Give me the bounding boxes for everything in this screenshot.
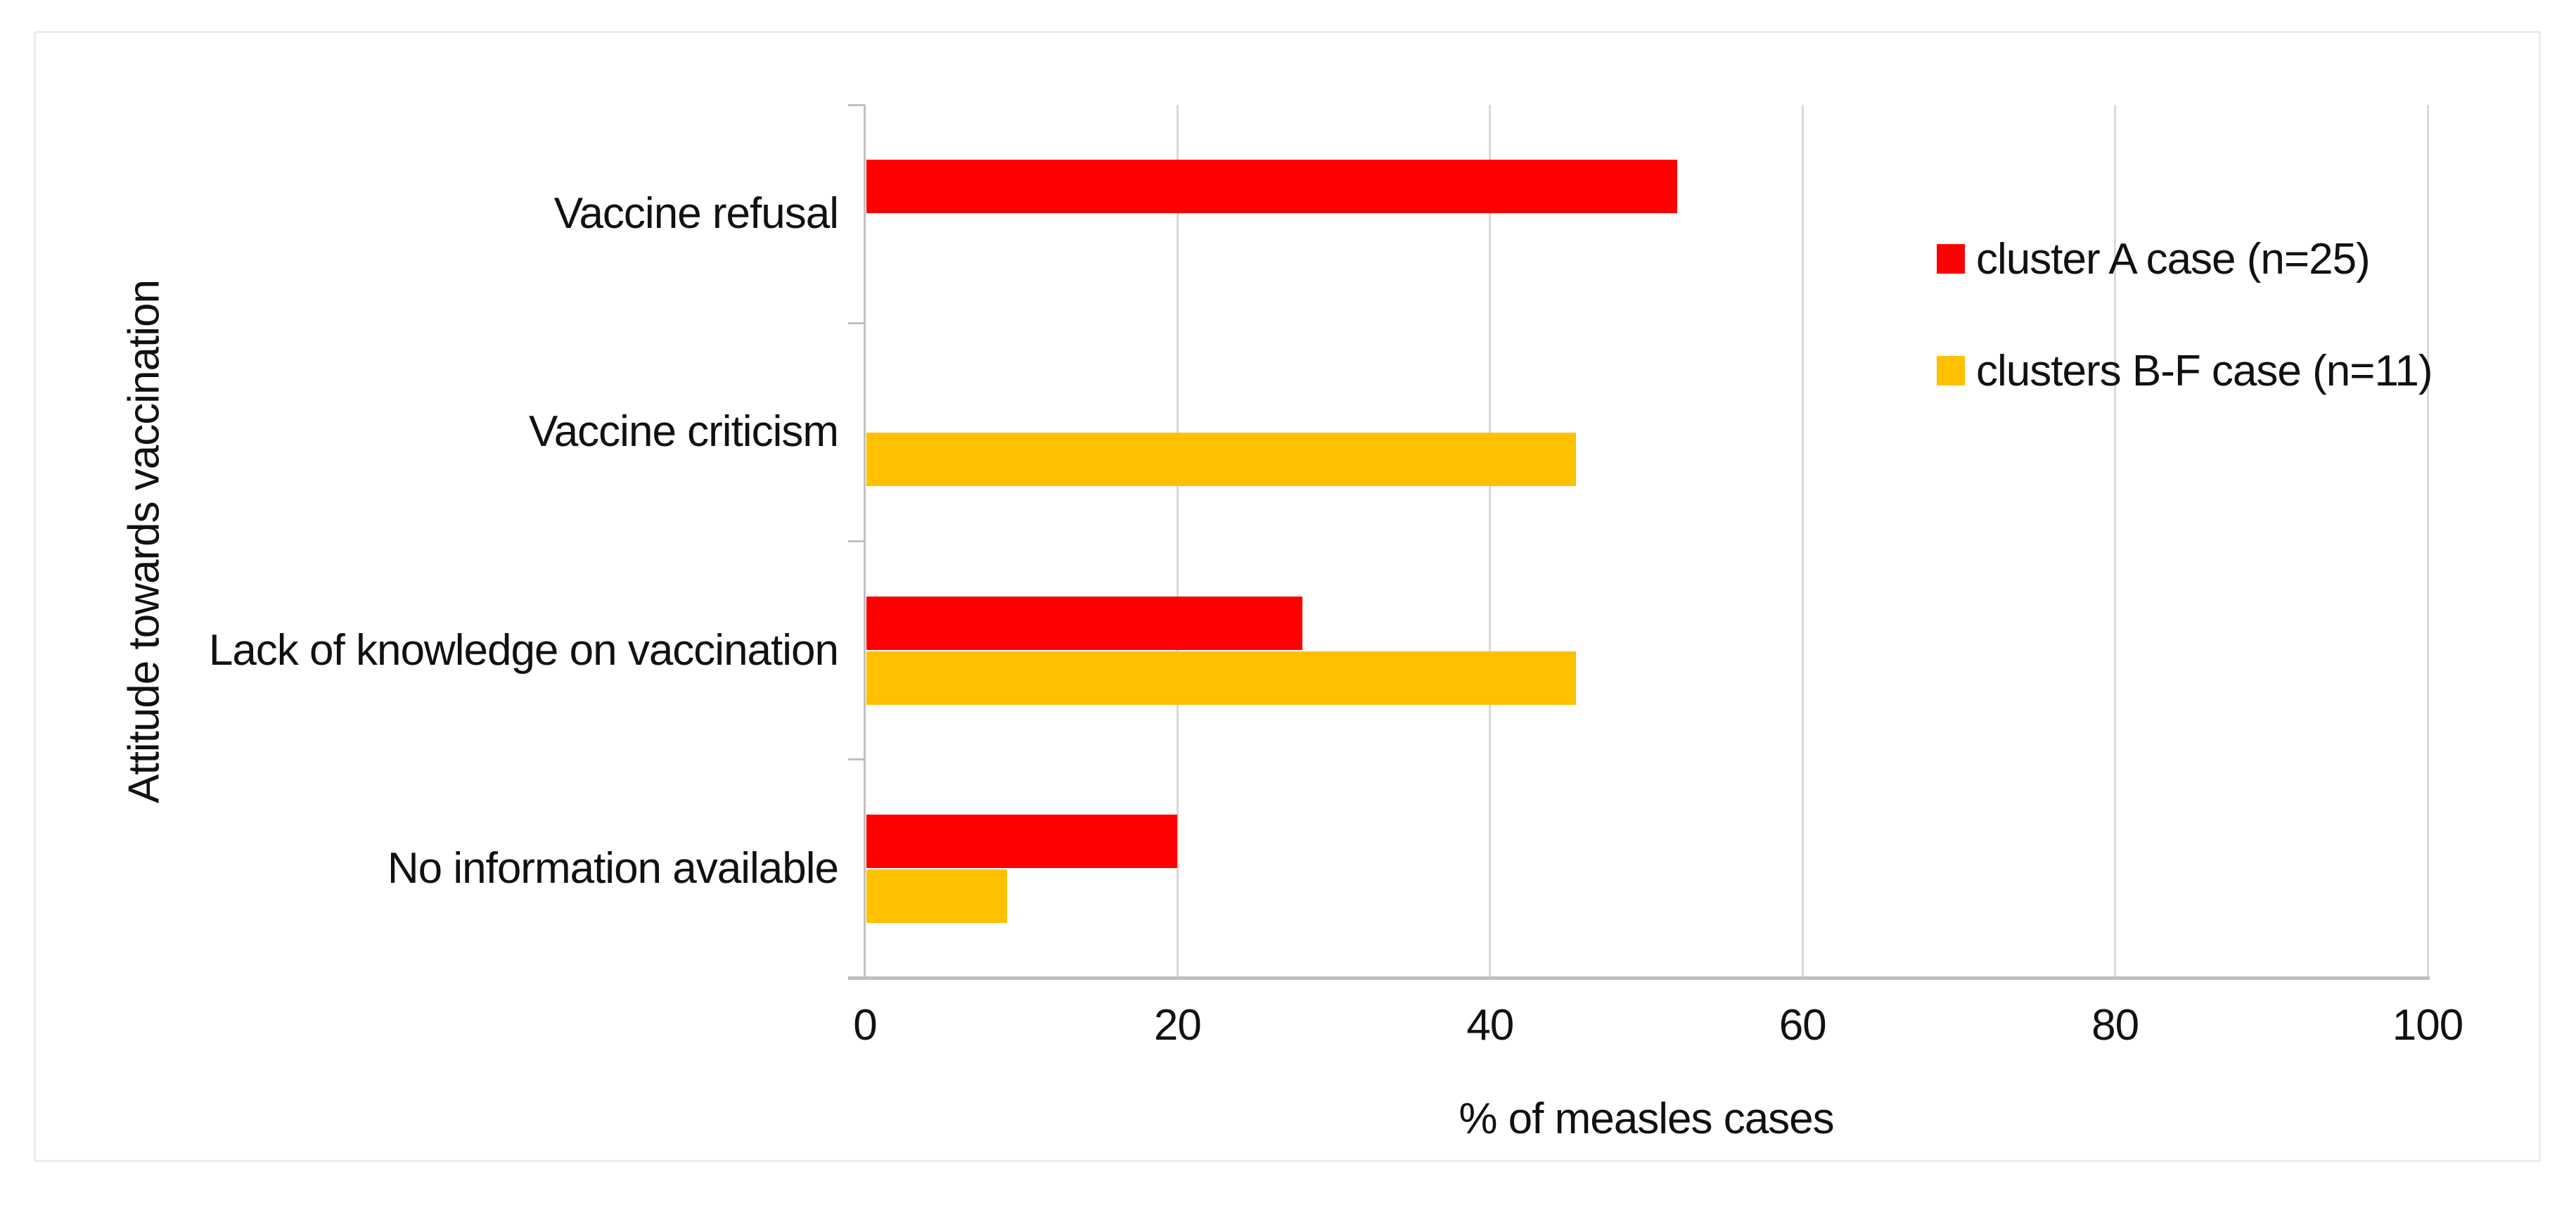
bar-cluster-a-case-no-information-available	[866, 814, 1178, 868]
x-axis-title: % of measles cases	[1459, 1095, 1834, 1143]
category-label-vaccine-refusal: Vaccine refusal	[553, 189, 839, 238]
y-axis-tick-mark	[848, 758, 865, 761]
gridline-20	[1176, 105, 1179, 978]
x-tick-label-60: 60	[1779, 1001, 1827, 1050]
y-axis-tick-mark	[848, 540, 865, 542]
x-tick-label-0: 0	[853, 1001, 877, 1050]
legend-label-clusters-b-f-case: clusters B-F case (n=11)	[1976, 346, 2433, 395]
x-tick-label-80: 80	[2091, 1001, 2139, 1050]
x-axis-line	[848, 976, 2430, 980]
bar-clusters-b-f-case-vaccine-criticism	[866, 433, 1576, 487]
gridline-60	[1801, 105, 1804, 978]
legend-label-cluster-a-case: cluster A case (n=25)	[1976, 234, 2371, 283]
x-tick-label-20: 20	[1153, 1001, 1202, 1050]
gridline-100	[2426, 105, 2429, 978]
category-label-vaccine-criticism: Vaccine criticism	[528, 407, 839, 457]
bar-cluster-a-case-lack-of-knowledge-on-vaccination	[866, 596, 1303, 650]
gridline-40	[1489, 105, 1492, 978]
figure-border	[34, 31, 2541, 1162]
y-axis-tick-mark	[848, 321, 865, 324]
x-tick-label-100: 100	[2392, 1001, 2463, 1050]
legend-swatch-clusters-b-f-case	[1937, 356, 1965, 385]
gridline-80	[2114, 105, 2117, 978]
bar-clusters-b-f-case-lack-of-knowledge-on-vaccination	[866, 651, 1576, 705]
legend-item-cluster-a-case: cluster A case (n=25)	[1937, 229, 2371, 288]
bar-clusters-b-f-case-no-information-available	[866, 869, 1008, 923]
category-label-no-information-available: No information available	[387, 843, 839, 893]
x-tick-label-40: 40	[1466, 1001, 1514, 1050]
legend-item-clusters-b-f-case: clusters B-F case (n=11)	[1937, 341, 2433, 400]
bar-cluster-a-case-vaccine-refusal	[866, 160, 1678, 214]
y-axis-tick-mark	[848, 103, 865, 106]
category-label-lack-of-knowledge-on-vaccination: Lack of knowledge on vaccination	[208, 625, 839, 675]
legend-swatch-cluster-a-case	[1937, 244, 1965, 274]
